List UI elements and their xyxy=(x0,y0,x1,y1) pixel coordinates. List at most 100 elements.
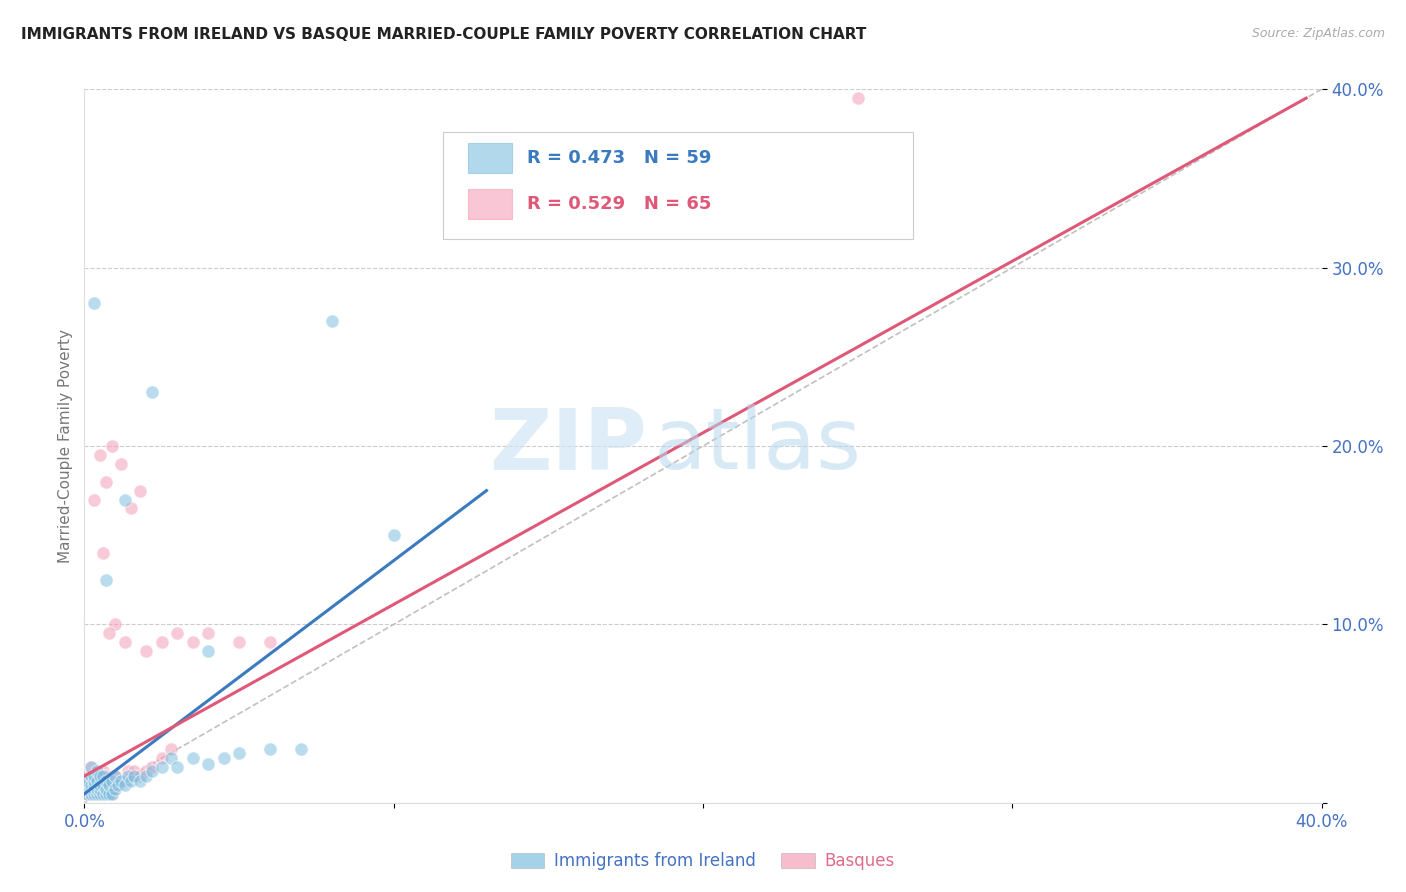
Legend: Immigrants from Ireland, Basques: Immigrants from Ireland, Basques xyxy=(505,846,901,877)
Point xyxy=(98,787,121,801)
Point xyxy=(122,769,145,783)
Point xyxy=(382,528,405,542)
Point xyxy=(259,635,281,649)
Point xyxy=(91,787,114,801)
Point xyxy=(89,778,111,792)
Point xyxy=(101,439,124,453)
Point xyxy=(129,483,152,498)
Point xyxy=(98,774,121,789)
Point xyxy=(91,546,114,560)
Text: Source: ZipAtlas.com: Source: ZipAtlas.com xyxy=(1251,27,1385,40)
Point xyxy=(166,626,188,640)
Point xyxy=(91,778,114,792)
Text: R = 0.529   N = 65: R = 0.529 N = 65 xyxy=(527,195,711,213)
Point xyxy=(94,787,117,801)
Point xyxy=(89,787,111,801)
Point xyxy=(83,769,105,783)
FancyBboxPatch shape xyxy=(468,189,512,219)
Point xyxy=(160,742,183,756)
Point xyxy=(94,774,117,789)
Text: ZIP: ZIP xyxy=(489,404,647,488)
Point xyxy=(91,769,114,783)
Point xyxy=(79,760,101,774)
Point xyxy=(89,769,111,783)
Point xyxy=(120,774,142,789)
Point xyxy=(79,778,101,792)
Point xyxy=(83,774,105,789)
Text: IMMIGRANTS FROM IRELAND VS BASQUE MARRIED-COUPLE FAMILY POVERTY CORRELATION CHAR: IMMIGRANTS FROM IRELAND VS BASQUE MARRIE… xyxy=(21,27,866,42)
Point xyxy=(135,769,157,783)
Point xyxy=(89,448,111,462)
Point xyxy=(122,764,145,778)
Point xyxy=(114,492,136,507)
Point xyxy=(76,778,98,792)
Point xyxy=(537,171,560,186)
Point xyxy=(141,764,163,778)
Point xyxy=(79,778,101,792)
Point xyxy=(83,492,105,507)
Point xyxy=(79,760,101,774)
Point xyxy=(86,774,108,789)
Point xyxy=(76,781,98,796)
Point xyxy=(117,764,139,778)
Point xyxy=(76,774,98,789)
Point xyxy=(197,644,219,658)
Point xyxy=(101,769,124,783)
Point xyxy=(76,778,98,792)
Point xyxy=(846,91,869,105)
Y-axis label: Married-Couple Family Poverty: Married-Couple Family Poverty xyxy=(58,329,73,563)
Point xyxy=(181,751,204,765)
Point xyxy=(83,774,105,789)
Point xyxy=(141,760,163,774)
Point xyxy=(94,475,117,489)
Point xyxy=(79,787,101,801)
Point xyxy=(114,774,136,789)
Point xyxy=(110,774,132,789)
Point xyxy=(89,781,111,796)
Point xyxy=(107,778,129,792)
Point xyxy=(104,769,127,783)
Point xyxy=(212,751,235,765)
Point xyxy=(91,787,114,801)
Point xyxy=(86,764,108,778)
Point xyxy=(83,778,105,792)
Point xyxy=(181,635,204,649)
Point xyxy=(110,774,132,789)
Point xyxy=(166,760,188,774)
Point xyxy=(94,573,117,587)
Point xyxy=(86,781,108,796)
Point xyxy=(150,751,173,765)
Point xyxy=(79,787,101,801)
Point xyxy=(101,787,124,801)
Point xyxy=(76,781,98,796)
Point xyxy=(150,635,173,649)
Point xyxy=(86,781,108,796)
Point xyxy=(290,742,312,756)
Point xyxy=(83,781,105,796)
Point xyxy=(104,769,127,783)
Point xyxy=(160,751,183,765)
Point xyxy=(79,781,101,796)
Point xyxy=(83,296,105,310)
Point xyxy=(321,314,343,328)
Point xyxy=(101,774,124,789)
Point xyxy=(86,787,108,801)
Point xyxy=(76,774,98,789)
Point xyxy=(120,769,142,783)
Point xyxy=(79,769,101,783)
Point xyxy=(104,781,127,796)
Point xyxy=(117,769,139,783)
Point xyxy=(94,769,117,783)
Point xyxy=(89,769,111,783)
Point xyxy=(76,769,98,783)
Point xyxy=(114,635,136,649)
Text: atlas: atlas xyxy=(654,404,862,488)
Point xyxy=(94,781,117,796)
Point xyxy=(89,787,111,801)
Point xyxy=(129,774,152,789)
Point xyxy=(98,787,121,801)
Point xyxy=(79,781,101,796)
Point xyxy=(94,787,117,801)
Point xyxy=(89,778,111,792)
Point xyxy=(141,385,163,400)
